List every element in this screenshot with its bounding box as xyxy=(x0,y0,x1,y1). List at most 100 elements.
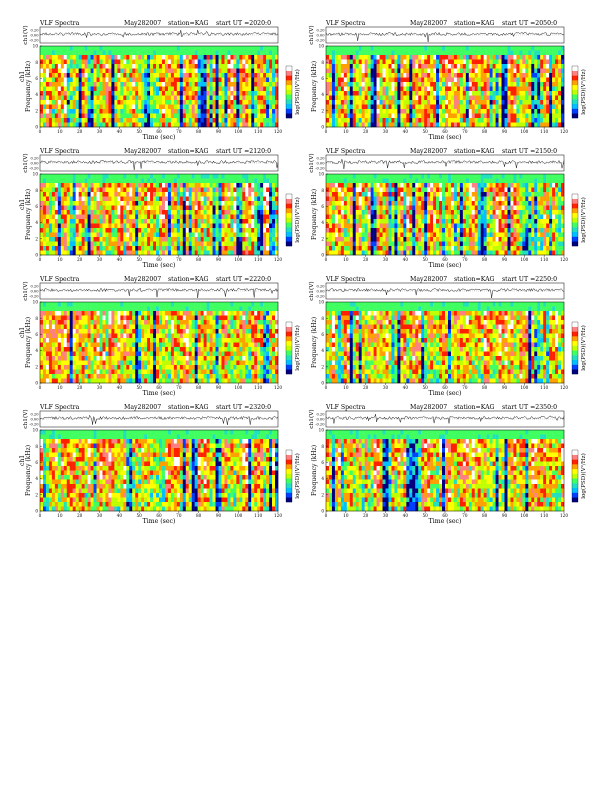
spectrogram-cell xyxy=(359,179,362,184)
spectrogram-cell xyxy=(457,91,460,96)
waveform-ytick-label: -0.20 xyxy=(315,167,325,171)
spectrogram-cell xyxy=(224,96,227,101)
spectrogram-cell xyxy=(388,46,391,51)
spectrogram-cell xyxy=(513,114,516,119)
spectrogram-cell xyxy=(123,100,126,105)
spectrogram-cell xyxy=(213,82,216,87)
spectrogram-cell xyxy=(114,210,117,215)
spectrogram-cell xyxy=(49,78,52,83)
spectrogram-cell xyxy=(233,237,236,242)
spectrogram-cell xyxy=(374,46,377,51)
spectrogram-cell xyxy=(421,114,424,119)
spectrogram-cell xyxy=(522,123,525,128)
spectrogram-cell xyxy=(233,105,236,110)
spectrogram-cell xyxy=(359,233,362,238)
spectrogram-cell xyxy=(230,233,233,238)
colorbar-swatch xyxy=(286,85,292,90)
spectrogram-cell xyxy=(260,224,263,229)
spectrogram-cell xyxy=(91,188,94,193)
spectrogram-cell xyxy=(150,118,153,123)
spectrogram-cell xyxy=(174,114,177,119)
spectrogram-cell xyxy=(353,55,356,60)
spectrogram-cell xyxy=(522,109,525,114)
spectrogram-cell xyxy=(227,123,230,128)
spectrogram-cell xyxy=(192,46,195,51)
spectrogram-cell xyxy=(403,114,406,119)
spectrogram-cell xyxy=(79,210,82,215)
spectrogram-cell xyxy=(394,237,397,242)
spectrogram-cell xyxy=(201,100,204,105)
spectrogram-cell xyxy=(362,64,365,69)
spectrogram-cell xyxy=(481,100,484,105)
spectrogram-cell xyxy=(189,55,192,60)
spectrogram-cell xyxy=(451,55,454,60)
spectrogram-cell xyxy=(224,201,227,206)
spectrogram-cell xyxy=(224,100,227,105)
spectrogram-cell xyxy=(433,91,436,96)
spectrogram-cell xyxy=(156,192,159,197)
spectrogram-cell xyxy=(386,123,389,128)
spectrogram-cell xyxy=(70,123,73,128)
spectrogram-cell xyxy=(150,174,153,179)
spectrogram-cell xyxy=(329,64,332,69)
spectrogram-cell xyxy=(70,118,73,123)
spectrogram-cell xyxy=(338,237,341,242)
spectrogram-cell xyxy=(192,118,195,123)
spectrogram-cell xyxy=(102,188,105,193)
spectrogram-cell xyxy=(257,246,260,251)
spectrogram-cell xyxy=(368,197,371,202)
spectrogram-cell xyxy=(174,82,177,87)
spectrogram-cell xyxy=(210,69,213,74)
spectrogram-cell xyxy=(388,78,391,83)
spectrogram-cell xyxy=(275,96,278,101)
spectrogram-cell xyxy=(55,78,58,83)
spectrogram-cell xyxy=(326,228,329,233)
spectrogram-cell xyxy=(120,60,123,65)
spectrogram-cell xyxy=(540,78,543,83)
spectrogram-cell xyxy=(180,228,183,233)
spectrogram-cell xyxy=(499,51,502,56)
spectrogram-cell xyxy=(534,55,537,60)
spectrogram-cell xyxy=(332,87,335,92)
spectrogram-cell xyxy=(174,179,177,184)
spectrogram-cell xyxy=(108,210,111,215)
spectrogram-cell xyxy=(213,206,216,211)
spectrogram-cell xyxy=(213,60,216,65)
spectrogram-cell xyxy=(207,188,210,193)
spectrogram-cell xyxy=(386,55,389,60)
spectrogram-cell xyxy=(73,69,76,74)
spectrogram-cell xyxy=(374,109,377,114)
spectrogram-cell xyxy=(117,183,120,188)
spectrogram-cell xyxy=(329,55,332,60)
spectrogram-cell xyxy=(254,60,257,65)
spectrogram-cell xyxy=(153,73,156,78)
spectrogram-cell xyxy=(484,91,487,96)
spectrogram-cell xyxy=(129,78,132,83)
spectrogram-cell xyxy=(114,228,117,233)
spectrogram-cell xyxy=(233,233,236,238)
spectrogram-cell xyxy=(552,100,555,105)
spectrogram-cell xyxy=(94,114,97,119)
spectrogram-cell xyxy=(88,118,91,123)
spectrogram-cell xyxy=(189,87,192,92)
spectrogram-cell xyxy=(49,210,52,215)
spectrogram-cell xyxy=(371,60,374,65)
spectrogram-cell xyxy=(123,60,126,65)
spectrogram-cell xyxy=(260,251,263,256)
spectrogram-cell xyxy=(76,105,79,110)
spectrogram-cell xyxy=(242,55,245,60)
spectrogram-cell xyxy=(224,219,227,224)
spectrogram-cell xyxy=(117,69,120,74)
spectrogram-cell xyxy=(415,87,418,92)
spectrogram-cell xyxy=(230,210,233,215)
spectrogram-cell xyxy=(427,114,430,119)
spectrogram-cell xyxy=(117,215,120,220)
spectrogram-cell xyxy=(400,201,403,206)
spectrogram-cell xyxy=(150,64,153,69)
spectrogram-cell xyxy=(356,123,359,128)
spectrogram-cell xyxy=(427,96,430,101)
spectrogram-cell xyxy=(391,224,394,229)
spectrogram-cell xyxy=(263,228,266,233)
spectrogram-cell xyxy=(242,183,245,188)
spectrogram-cell xyxy=(67,228,70,233)
